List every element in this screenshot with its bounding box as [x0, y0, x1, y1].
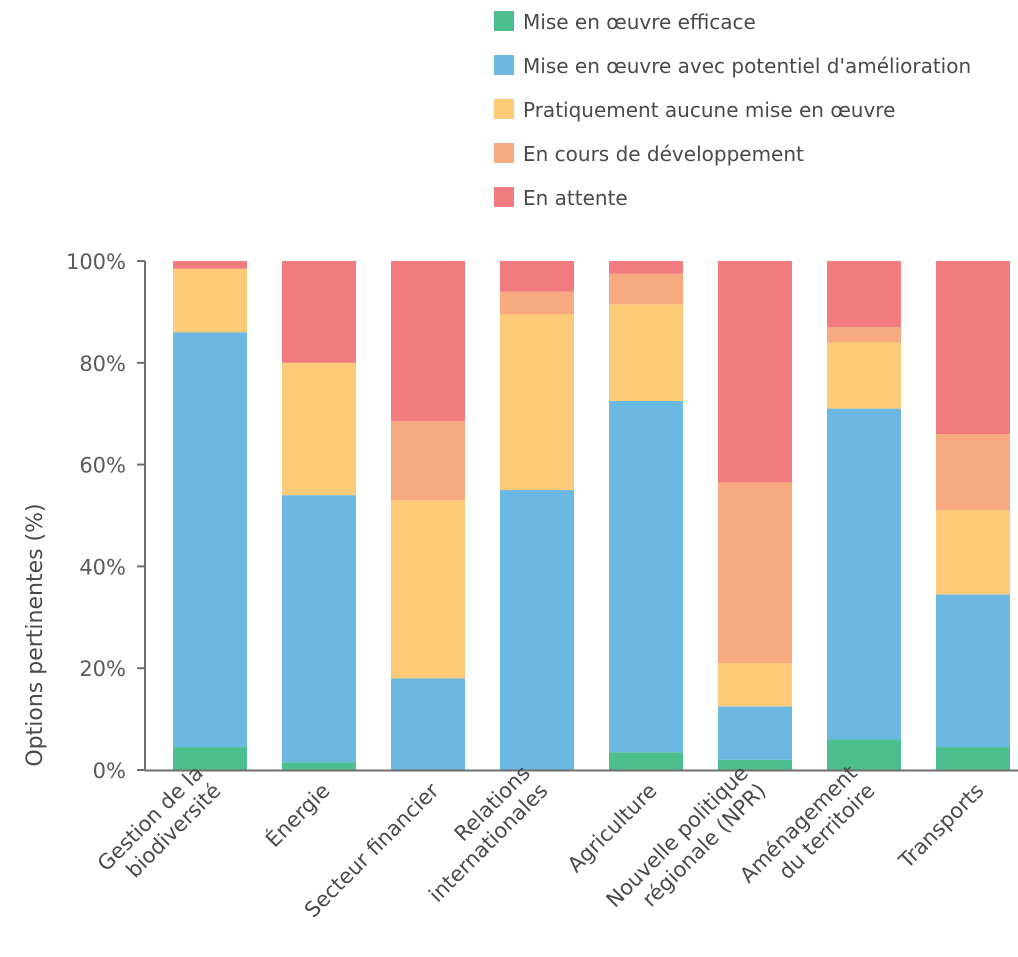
y-tick-label: 40%	[79, 555, 126, 579]
bar-segment	[282, 261, 356, 363]
y-tick-label: 80%	[79, 352, 126, 376]
y-tick-label: 0%	[93, 759, 126, 783]
y-axis-title: Options pertinentes (%)	[23, 503, 48, 766]
bar-segment	[936, 747, 1010, 770]
bar-segment	[391, 500, 465, 679]
y-tick-labels: 0% 20% 40% 60% 80% 100%	[66, 250, 145, 783]
bar-segment	[282, 495, 356, 763]
bar-segment	[609, 261, 683, 274]
bar-segment	[609, 400, 683, 753]
x-tick-label: Nouvelle politiquerégionale (NPR)	[602, 761, 771, 930]
legend-swatch	[494, 55, 514, 75]
y-tick-label: 60%	[79, 454, 126, 478]
bar-segment	[609, 273, 683, 305]
bar-segment	[936, 510, 1010, 595]
legend-label: Mise en œuvre avec potentiel d'améliorat…	[523, 54, 971, 78]
x-tick-label: Énergie	[260, 778, 334, 852]
bar-segment	[936, 434, 1010, 511]
bar-segment	[391, 261, 465, 422]
bar-segment	[173, 261, 247, 269]
legend-label: En cours de développement	[523, 142, 804, 166]
y-tick-label: 20%	[79, 657, 126, 681]
legend-label: Pratiquement aucune mise en œuvre	[523, 98, 895, 122]
legend-swatch	[494, 99, 514, 119]
y-tick-label: 100%	[66, 250, 126, 274]
bar-segment	[282, 762, 356, 770]
legend-swatch	[494, 143, 514, 163]
bar-segment	[718, 482, 792, 664]
bars	[173, 261, 1010, 770]
bar-segment	[500, 291, 574, 315]
bar-segment	[718, 706, 792, 760]
bar-segment	[936, 594, 1010, 748]
bar-segment	[500, 490, 574, 770]
bar-segment	[936, 261, 1010, 435]
bar-segment	[827, 261, 901, 328]
bar-segment	[827, 327, 901, 343]
bar-segment	[718, 261, 792, 483]
bar-segment	[173, 332, 247, 748]
bar-segment	[827, 408, 901, 740]
legend-label: En attente	[523, 186, 628, 210]
legend: Mise en œuvre efficace Mise en œuvre avec…	[494, 10, 971, 210]
bar-segment	[827, 739, 901, 770]
bar-segment	[173, 268, 247, 333]
legend-swatch	[494, 11, 514, 31]
bar-segment	[282, 362, 356, 496]
bar-segment	[718, 663, 792, 707]
x-category-labels: Gestion de labiodiversité ÉnergieSecteur …	[93, 761, 989, 930]
bar-segment	[500, 261, 574, 292]
bar-segment	[391, 678, 465, 770]
bar-segment	[718, 759, 792, 770]
bar-segment	[609, 752, 683, 770]
bar-segment	[609, 304, 683, 401]
bar-segment	[173, 747, 247, 770]
bar-segment	[391, 421, 465, 501]
x-tick-label: Transports	[893, 779, 988, 874]
bar-segment	[827, 342, 901, 409]
bar-segment	[500, 314, 574, 491]
legend-label: Mise en œuvre efficace	[523, 10, 756, 34]
legend-swatch	[494, 187, 514, 207]
